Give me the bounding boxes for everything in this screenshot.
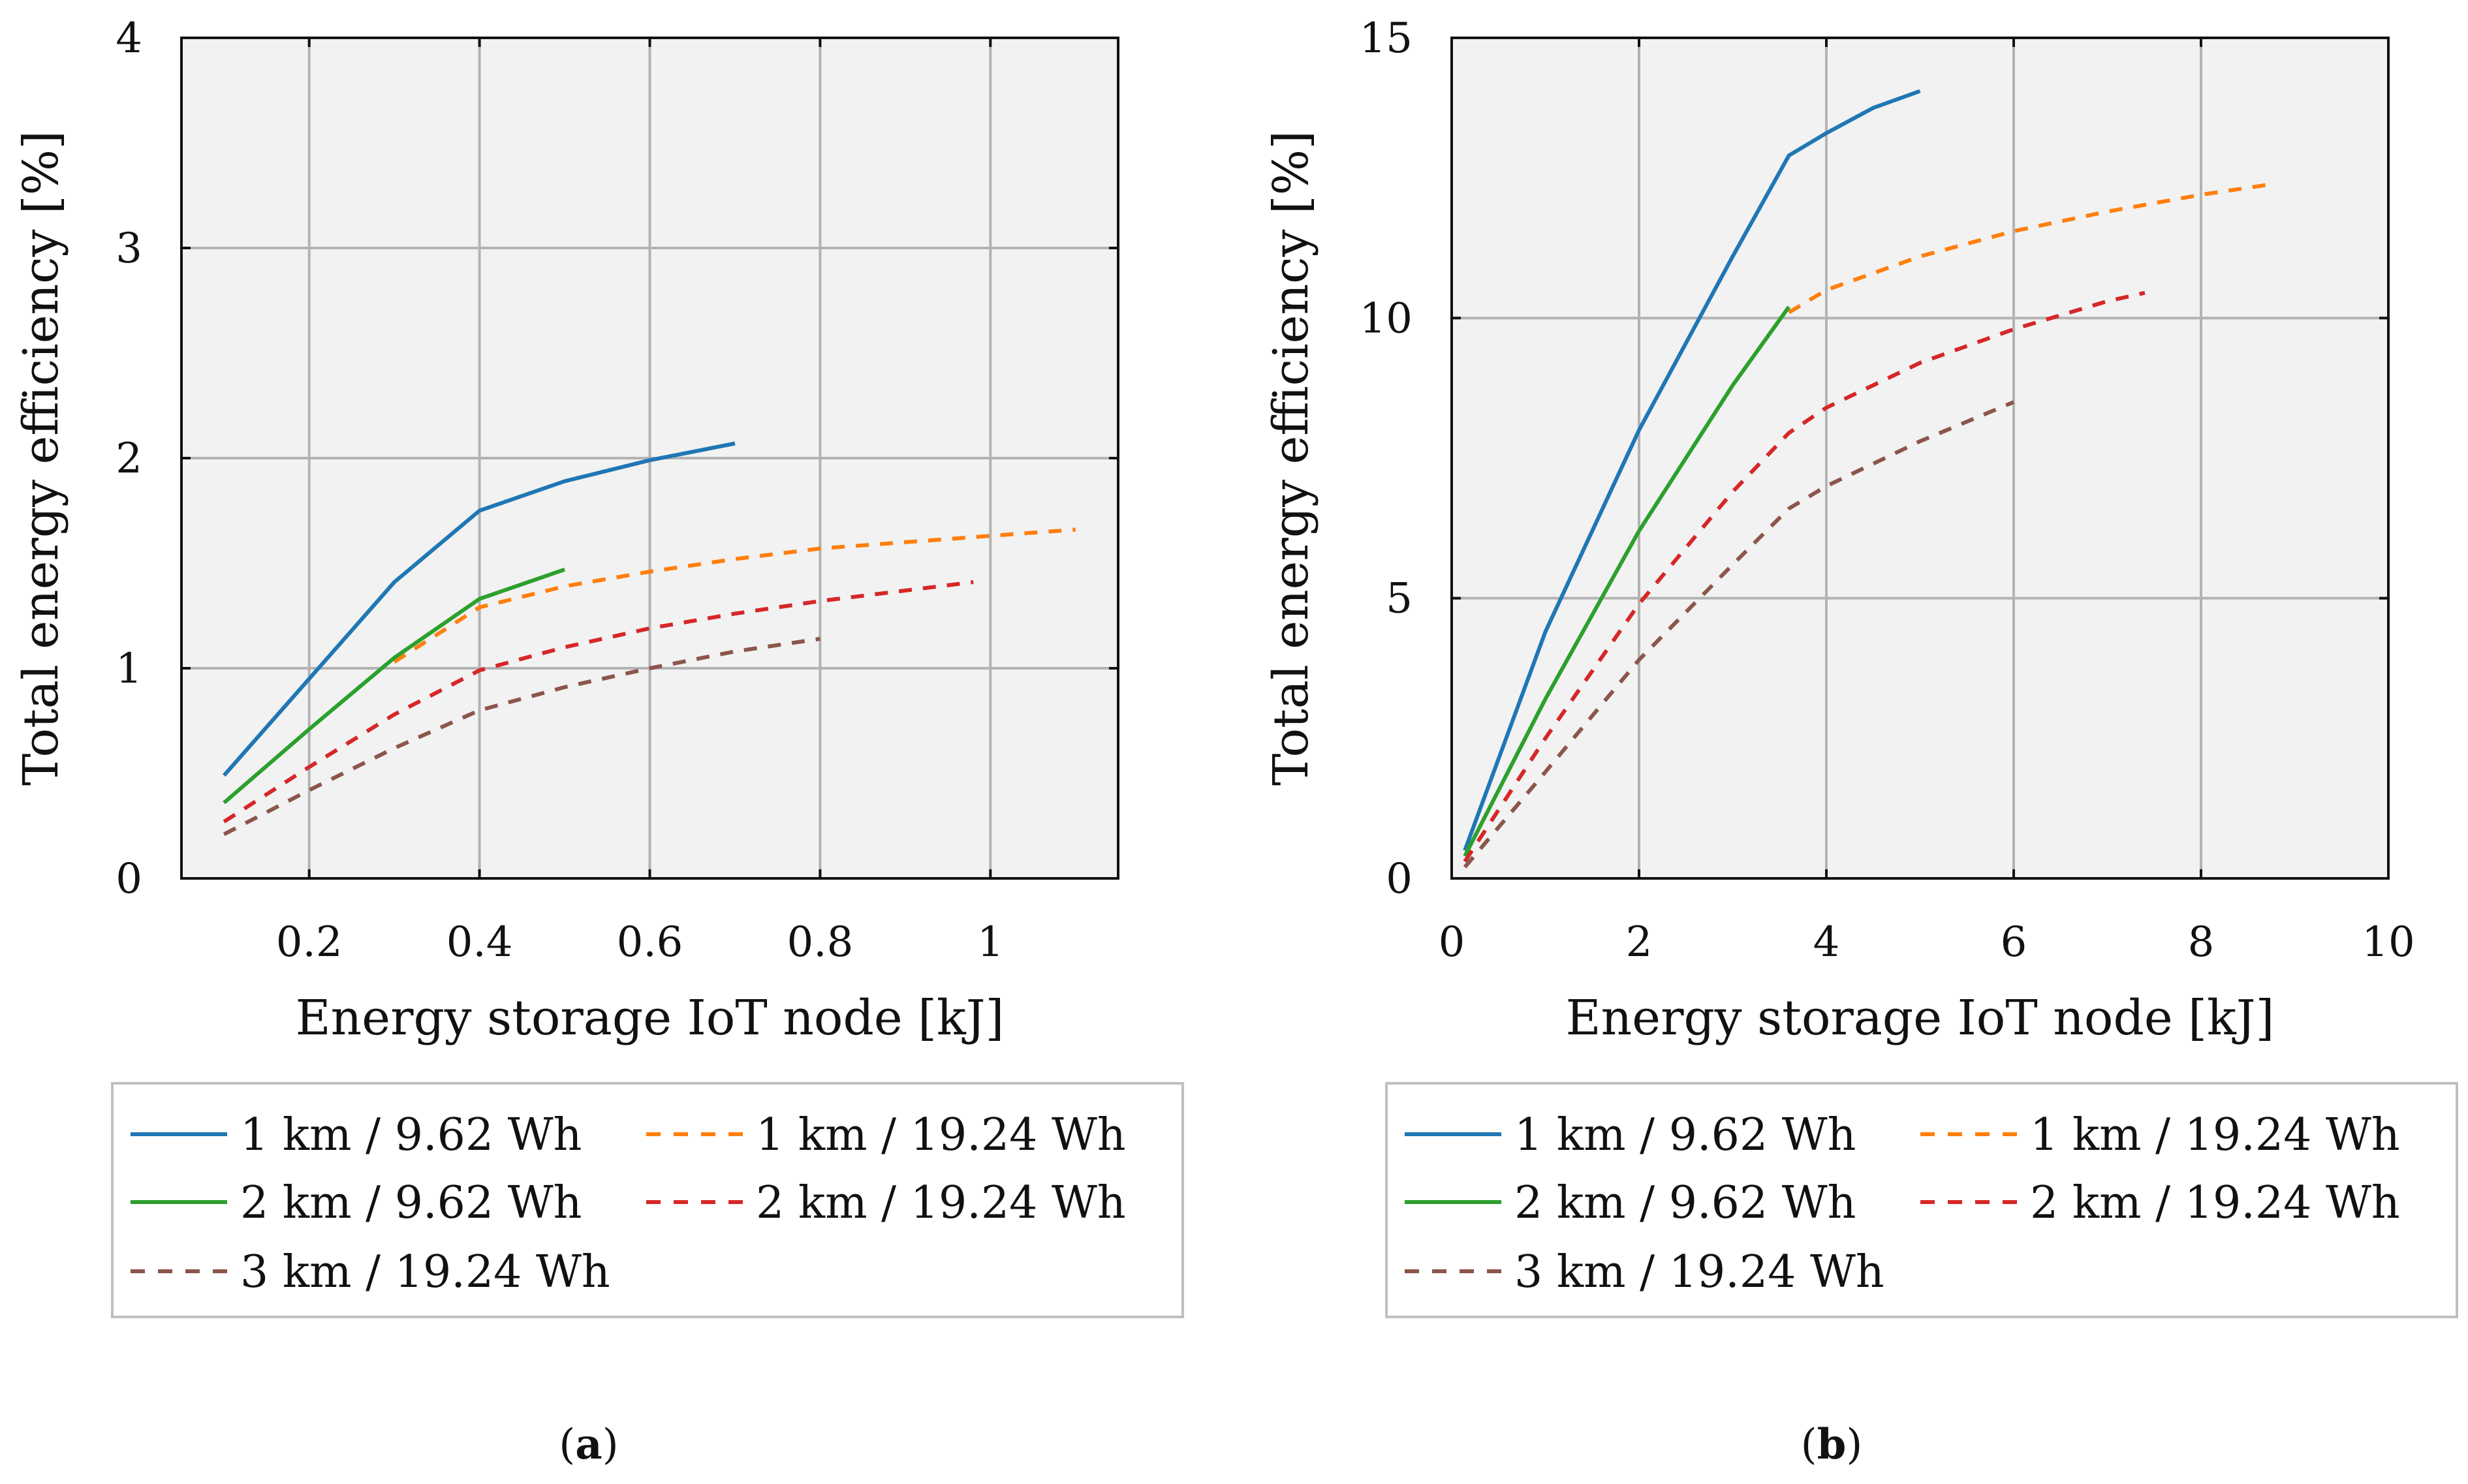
caption-close-paren: ) bbox=[602, 1421, 619, 1469]
caption-letter: a bbox=[575, 1420, 602, 1469]
y-tick-label: 0 bbox=[116, 855, 142, 903]
x-tick-label: 8 bbox=[2188, 918, 2215, 966]
chart-panel-b: 0 2 4 6 8 10 0 5 10 15 Energy storage IoT node [kJ… bbox=[1263, 14, 2458, 1469]
y-tick-label: 1 bbox=[116, 645, 142, 693]
y-axis-label: Total energy efficiency [%] bbox=[1263, 131, 1319, 786]
caption-close-paren: ) bbox=[1846, 1421, 1862, 1469]
legend-label: 2 km / 9.62 Wh bbox=[240, 1177, 582, 1229]
series-line-2-km-19-24-wh bbox=[1463, 290, 2146, 863]
y-tick-label: 2 bbox=[116, 435, 142, 483]
legend-label: 1 km / 9.62 Wh bbox=[1514, 1109, 1856, 1161]
legend-label: 1 km / 19.24 Wh bbox=[2030, 1109, 2400, 1161]
y-tick-label: 0 bbox=[1386, 855, 1413, 903]
x-tick-label: 2 bbox=[1626, 918, 1653, 966]
x-tick-label: 0.6 bbox=[617, 918, 683, 966]
series-line-2-km-19-24-wh bbox=[223, 580, 974, 824]
x-tick-label: 10 bbox=[2362, 918, 2414, 966]
series-line-3-km-19-24-wh bbox=[1463, 400, 2015, 869]
caption-letter: b bbox=[1817, 1420, 1847, 1469]
panel-caption: (a) bbox=[559, 1420, 618, 1469]
panel-caption: (b) bbox=[1801, 1420, 1863, 1469]
x-tick-label: 0.4 bbox=[446, 918, 513, 966]
series-line-1-km-9-62-wh bbox=[222, 441, 736, 777]
series-line-3-km-19-24-wh bbox=[223, 636, 820, 837]
caption-open-paren: ( bbox=[559, 1421, 575, 1469]
legend-label: 2 km / 19.24 Wh bbox=[2030, 1177, 2400, 1229]
x-tick-label: 1 bbox=[977, 918, 1004, 966]
y-tick-label: 10 bbox=[1360, 294, 1413, 343]
legend-label: 2 km / 19.24 Wh bbox=[756, 1177, 1126, 1229]
x-tick-label: 0.8 bbox=[787, 918, 854, 966]
x-tick-label: 0 bbox=[1439, 918, 1465, 966]
legend-label: 3 km / 19.24 Wh bbox=[240, 1246, 610, 1298]
series-line-2-km-9-62-wh bbox=[223, 567, 565, 805]
x-tick-label: 6 bbox=[2001, 918, 2027, 966]
x-tick-label: 0.2 bbox=[276, 918, 343, 966]
axes-frame bbox=[1450, 37, 2390, 880]
plot-area bbox=[1452, 38, 2388, 878]
y-tick-label: 15 bbox=[1360, 14, 1413, 63]
y-tick-label: 4 bbox=[116, 14, 142, 63]
y-tick-label: 5 bbox=[1386, 575, 1413, 623]
x-axis-label: Energy storage IoT node [kJ] bbox=[1566, 990, 2275, 1046]
x-axis-label: Energy storage IoT node [kJ] bbox=[296, 990, 1005, 1046]
legend-label: 3 km / 19.24 Wh bbox=[1514, 1246, 1884, 1298]
caption-open-paren: ( bbox=[1801, 1421, 1817, 1469]
legend: 1 km / 9.62 Wh 1 km / 19.24 Wh 2 km / 9.62… bbox=[1385, 1082, 2458, 1318]
y-tick-label: 3 bbox=[116, 224, 142, 273]
series-line-2-km-9-62-wh bbox=[1463, 305, 1791, 858]
legend: 1 km / 9.62 Wh 1 km / 19.24 Wh 2 km / 9.62… bbox=[111, 1082, 1184, 1318]
y-axis-label: Total energy efficiency [%] bbox=[13, 131, 69, 786]
legend-label: 1 km / 19.24 Wh bbox=[756, 1109, 1126, 1161]
legend-label: 2 km / 9.62 Wh bbox=[1514, 1177, 1856, 1229]
series-line-1-km-19-24-wh bbox=[393, 527, 1076, 664]
series-line-1-km-9-62-wh bbox=[1463, 89, 1921, 852]
x-tick-label: 4 bbox=[1813, 918, 1840, 966]
legend-label: 1 km / 9.62 Wh bbox=[240, 1109, 582, 1161]
chart-panel-a: 0.2 0.4 0.6 0.8 1 0 1 2 3 4 Energy storage IoT nod… bbox=[13, 14, 1184, 1469]
